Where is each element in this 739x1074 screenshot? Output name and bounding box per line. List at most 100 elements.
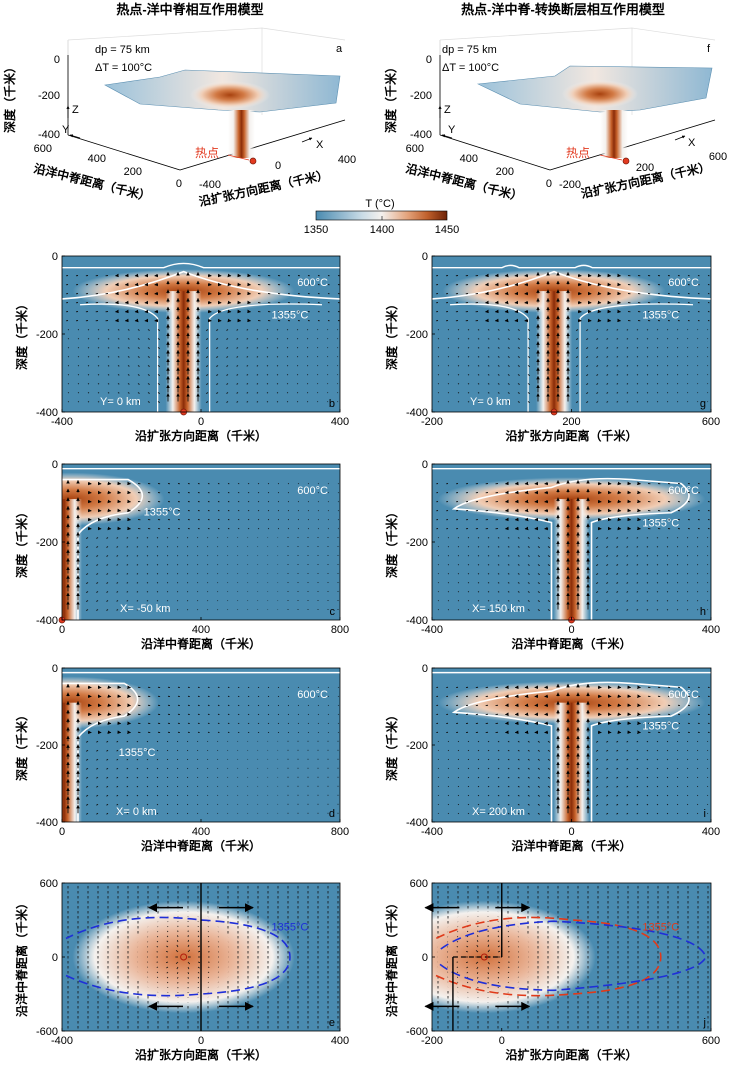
plume-stem-c bbox=[62, 499, 82, 620]
z-tick-a-2: -400 bbox=[38, 129, 60, 141]
title-left: 热点-洋中脊相互作用模型 bbox=[116, 2, 263, 17]
panel-letter-i: i bbox=[704, 808, 706, 820]
x-tick-j-2: 600 bbox=[702, 1035, 720, 1047]
x-label-j: 沿扩张方向距离（千米） bbox=[504, 1047, 637, 1062]
section-label-c: X= -50 km bbox=[120, 603, 170, 615]
label-600-d: 600°C bbox=[297, 689, 328, 701]
y-tick-g-0: 0 bbox=[422, 251, 428, 263]
y-tick-i-0: 0 bbox=[422, 663, 428, 675]
y-tick-j-1: 0 bbox=[422, 952, 428, 964]
x-tick-e-2: 400 bbox=[331, 1035, 349, 1047]
y-tick-d-0: 0 bbox=[52, 663, 58, 675]
y-tick-b-0: 0 bbox=[52, 251, 58, 263]
x-tick-f-0: -200 bbox=[559, 179, 581, 191]
panel-letter-c: c bbox=[330, 606, 336, 618]
panel-letter-b: b bbox=[329, 398, 335, 410]
y-tick-h-1: -200 bbox=[406, 537, 428, 549]
x-label-b: 沿扩张方向距离（千米） bbox=[134, 428, 267, 443]
y-label-d: 深度（千米） bbox=[14, 709, 29, 781]
isotherm-1355-left-g bbox=[449, 303, 529, 412]
plume-head-c bbox=[62, 472, 165, 526]
panel-g-field bbox=[432, 256, 711, 412]
colorbar-gradient bbox=[315, 210, 448, 221]
label-1355-h: 1355°C bbox=[642, 517, 679, 529]
isotherm-1355-i bbox=[451, 681, 690, 822]
x-tick-c-1: 400 bbox=[192, 624, 210, 636]
y-tick-i-2: -400 bbox=[406, 817, 428, 829]
isotherm-1355-b bbox=[62, 270, 340, 300]
y-tick-c-2: -400 bbox=[36, 615, 58, 627]
isotherm-1355-d bbox=[62, 682, 139, 822]
panel-letter-g: g bbox=[700, 398, 706, 410]
hotspot-marker-j bbox=[480, 953, 488, 961]
y-label-i: 深度（千米） bbox=[384, 709, 399, 781]
panel-letter-f: f bbox=[707, 43, 711, 55]
x-label-d: 沿洋中脊距离（千米） bbox=[140, 838, 261, 853]
velocity-field-e bbox=[67, 886, 339, 1029]
hotspot-marker-e bbox=[180, 953, 188, 961]
label-600-g: 600°C bbox=[668, 277, 699, 289]
panel-d: X= 0 km 600°C 1355°C 0 400 800 0 -200 -400 沿洋中脊距离… bbox=[14, 663, 349, 853]
label-600-b: 600°C bbox=[297, 277, 328, 289]
y-label-h: 深度（千米） bbox=[384, 506, 399, 578]
x-tick-g-2: 600 bbox=[702, 416, 720, 428]
velocity-field-d bbox=[66, 683, 339, 815]
isotherm-1355-left-b bbox=[79, 303, 159, 412]
x-tick-d-2: 800 bbox=[331, 826, 349, 838]
plume-head-d bbox=[62, 676, 159, 729]
colorbar-tick-1: 1400 bbox=[370, 224, 394, 236]
label-1355-d: 1355°C bbox=[119, 747, 156, 759]
y-tick-f-3: 0 bbox=[546, 178, 552, 190]
y-tick-f-2: 200 bbox=[496, 166, 514, 178]
x-tick-j-1: 0 bbox=[499, 1035, 505, 1047]
x-tick-h-2: 400 bbox=[702, 624, 720, 636]
contour-1355-e bbox=[65, 916, 291, 997]
z-label-f: 深度（千米） bbox=[383, 61, 398, 133]
section-label-h: X= 150 km bbox=[472, 603, 525, 615]
isotherm-1355-right-g bbox=[579, 303, 694, 412]
y-tick-a-0: 600 bbox=[34, 143, 52, 155]
colorbar-tick-0: 1350 bbox=[304, 224, 328, 236]
y-tick-a-3: 0 bbox=[176, 178, 182, 190]
panel-i-field bbox=[432, 668, 711, 822]
section-label-g: Y= 0 km bbox=[470, 396, 511, 408]
x-tick-h-0: -400 bbox=[421, 624, 443, 636]
x-tick-j-0: -200 bbox=[421, 1035, 443, 1047]
param1-a: dp = 75 km bbox=[95, 44, 150, 56]
param1-f: dp = 75 km bbox=[442, 44, 497, 56]
x-tick-b-1: 0 bbox=[198, 416, 204, 428]
x-tick-e-1: 0 bbox=[198, 1035, 204, 1047]
z-tick-a-0: 0 bbox=[54, 54, 60, 66]
title-right: 热点-洋中脊-转换断层相互作用模型 bbox=[461, 2, 665, 17]
label-600-h: 600°C bbox=[668, 485, 699, 497]
x-label-c: 沿洋中脊距离（千米） bbox=[140, 636, 261, 651]
panel-letter-h: h bbox=[700, 606, 706, 618]
section-label-b: Y= 0 km bbox=[100, 396, 141, 408]
x-tick-i-0: -400 bbox=[421, 826, 443, 838]
z-tick-f-0: 0 bbox=[426, 54, 432, 66]
y-tick-j-0: 600 bbox=[410, 878, 428, 890]
axis-x-a: X bbox=[316, 139, 324, 151]
x-tick-c-0: 0 bbox=[59, 624, 65, 636]
x-tick-a-0: -400 bbox=[199, 179, 221, 191]
panel-d-field bbox=[62, 668, 340, 822]
velocity-field-h bbox=[436, 479, 710, 612]
isotherm-1355-g bbox=[432, 270, 711, 300]
label-1355-c: 1355°C bbox=[144, 506, 181, 518]
y-tick-h-0: 0 bbox=[422, 459, 428, 471]
label-1355-g: 1355°C bbox=[642, 309, 679, 321]
y-tick-e-1: 0 bbox=[52, 952, 58, 964]
y-label-b: 深度（千米） bbox=[14, 298, 29, 370]
y-tick-h-2: -400 bbox=[406, 615, 428, 627]
velocity-field-c bbox=[66, 479, 339, 612]
plume-stem-b bbox=[165, 291, 202, 412]
contour-1355-j bbox=[435, 916, 662, 997]
panel-e: 1355°C -400 0 400 600 0 -600 沿扩张方向距离（千米） 沿洋中脊距离（… bbox=[14, 878, 349, 1062]
contour-label-j: 1355°C bbox=[642, 921, 679, 933]
param2-a: ΔT = 100°C bbox=[95, 62, 152, 74]
x-label-h: 沿洋中脊距离（千米） bbox=[510, 636, 631, 651]
panel-j: 1355°C -200 0 600 600 0 -600 沿扩张方向距离（千米） 沿洋中脊距离（… bbox=[384, 878, 720, 1062]
x-tick-a-2: 400 bbox=[338, 154, 356, 166]
y-label-g: 深度（千米） bbox=[384, 298, 399, 370]
